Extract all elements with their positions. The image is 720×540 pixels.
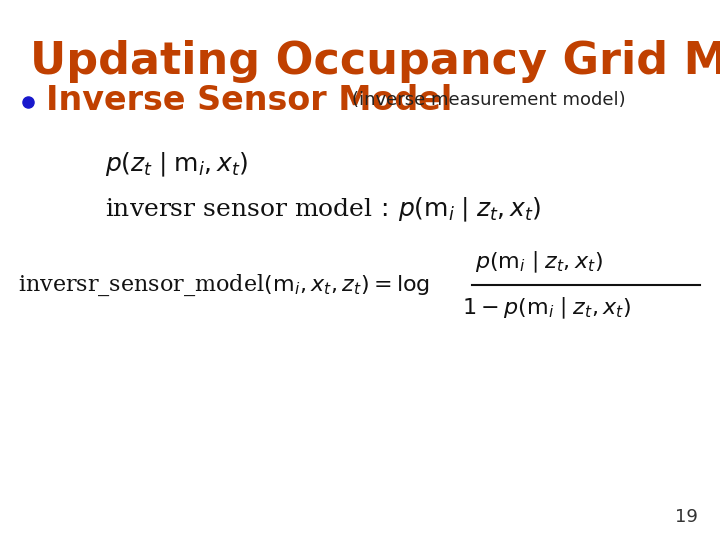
Text: 19: 19 [675,508,698,526]
Text: Updating Occupancy Grid Maps: Updating Occupancy Grid Maps [30,40,720,83]
Text: inversr_sensor_model$(\mathrm{m}_i, x_t, z_t) = \log$: inversr_sensor_model$(\mathrm{m}_i, x_t,… [18,272,430,298]
Text: inversr sensor model$\,:\,p(\mathrm{m}_i \mid z_t, x_t)$: inversr sensor model$\,:\,p(\mathrm{m}_i… [105,196,541,224]
Text: Inverse Sensor Model: Inverse Sensor Model [46,84,452,117]
Text: (inverse measurement model): (inverse measurement model) [352,91,626,109]
Text: $p(z_t \mid \mathrm{m}_i, x_t)$: $p(z_t \mid \mathrm{m}_i, x_t)$ [105,151,248,179]
Text: $p(\mathrm{m}_i \mid z_t, x_t)$: $p(\mathrm{m}_i \mid z_t, x_t)$ [475,249,603,275]
Text: $1-p(\mathrm{m}_i \mid z_t, x_t)$: $1-p(\mathrm{m}_i \mid z_t, x_t)$ [462,295,631,321]
